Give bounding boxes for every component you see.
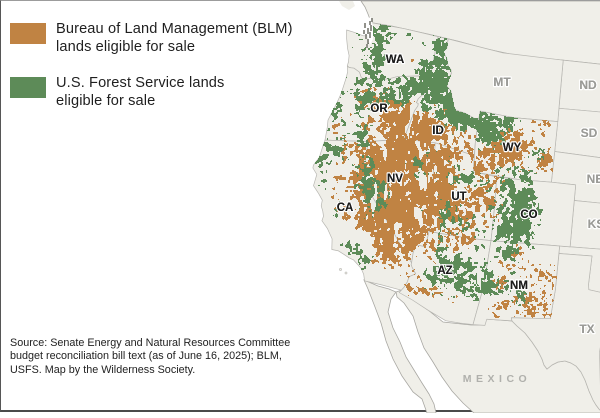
svg-text:TX: TX xyxy=(579,322,594,336)
svg-text:AZ: AZ xyxy=(437,265,452,277)
svg-text:ID: ID xyxy=(432,125,444,137)
svg-text:WA: WA xyxy=(386,54,405,66)
svg-text:NM: NM xyxy=(510,280,528,292)
svg-text:KS: KS xyxy=(588,217,600,231)
svg-text:CO: CO xyxy=(520,209,537,221)
svg-text:CO: CO xyxy=(520,209,537,221)
svg-text:CA: CA xyxy=(337,202,354,214)
svg-text:NV: NV xyxy=(387,173,403,185)
svg-text:MEXICO: MEXICO xyxy=(463,373,531,385)
svg-text:WA: WA xyxy=(386,54,405,66)
svg-text:KS: KS xyxy=(588,217,600,231)
svg-text:UT: UT xyxy=(451,191,466,203)
svg-text:NE: NE xyxy=(587,172,600,186)
svg-text:SD: SD xyxy=(581,126,598,140)
svg-text:WY: WY xyxy=(503,142,522,154)
svg-text:WY: WY xyxy=(503,142,522,154)
svg-text:OR: OR xyxy=(370,103,388,115)
svg-text:TX: TX xyxy=(579,322,594,336)
svg-text:ID: ID xyxy=(432,125,444,137)
svg-text:NV: NV xyxy=(387,173,403,185)
svg-text:ND: ND xyxy=(579,78,597,92)
svg-text:UT: UT xyxy=(451,191,466,203)
svg-text:MT: MT xyxy=(493,75,511,89)
svg-text:AZ: AZ xyxy=(437,265,452,277)
svg-text:OR: OR xyxy=(370,103,388,115)
svg-text:ND: ND xyxy=(579,78,597,92)
svg-text:CA: CA xyxy=(337,202,354,214)
svg-text:MT: MT xyxy=(493,75,511,89)
svg-text:SD: SD xyxy=(581,126,598,140)
svg-text:NM: NM xyxy=(510,280,528,292)
svg-text:NE: NE xyxy=(587,172,600,186)
